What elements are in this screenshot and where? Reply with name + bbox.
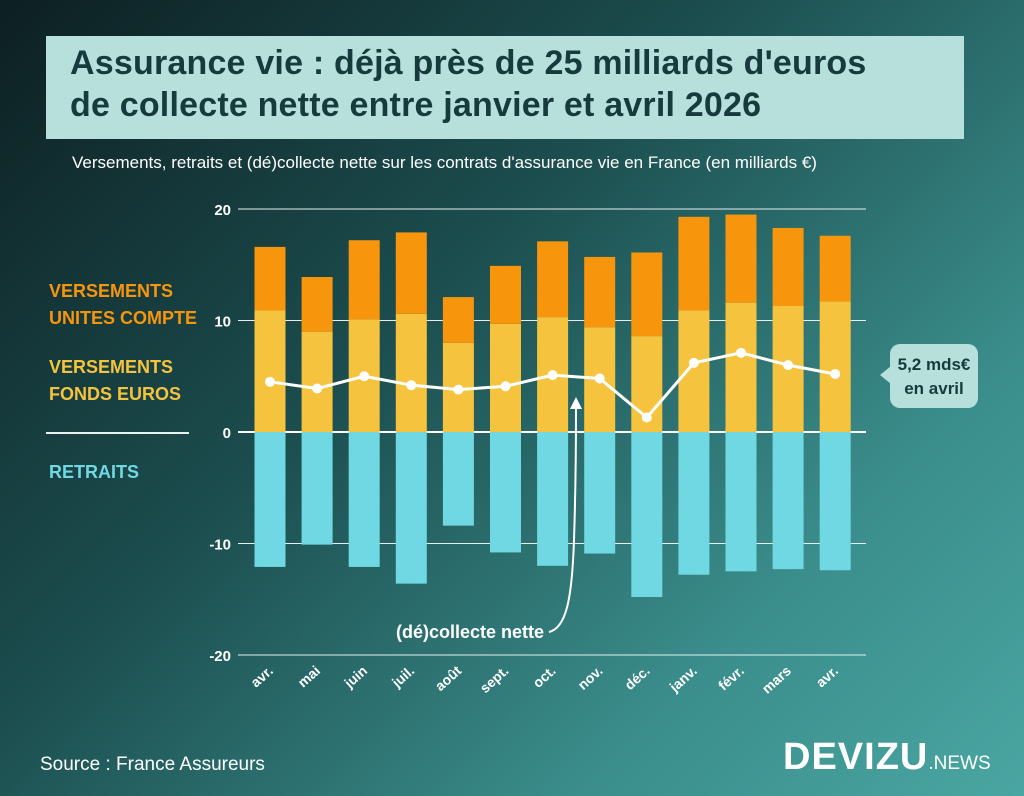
x-tick-label: nov. [574,662,605,692]
collecte-nette-point [453,384,464,395]
legend-uc-line-2: UNITES COMPTE [49,308,198,328]
collecte-nette-point [547,370,558,381]
collecte-nette-point [736,347,746,358]
devizu-logo: DEVIZU.NEWS [783,736,991,779]
collecte-nette-point [830,369,841,380]
bar-retraits [348,432,380,567]
legend-fe-line-2: FONDS EUROS [49,384,182,404]
x-tick-label: mars [759,662,795,696]
bar-unites-compte [490,265,521,324]
bar-unites-compte [301,277,333,332]
legend-retraits: RETRAITS [49,462,139,482]
bar-unites-compte [772,227,804,307]
x-tick-label: juin [340,662,370,691]
bar-fonds-euros [301,331,333,432]
bar-fonds-euros [678,310,710,432]
chart-title-line-2: de collecte nette entre janvier et avril… [70,86,762,124]
y-tick-label: 0 [223,425,231,442]
x-tick-label: juil. [388,662,417,691]
bar-retraits [537,432,569,566]
logo-main-text: DEVIZU [783,736,929,778]
bar-retraits [254,432,286,567]
bar-retraits [772,432,804,570]
callout-period: en avril [904,379,964,398]
bar-unites-compte [725,214,757,303]
collecte-nette-point [783,360,794,371]
bar-unites-compte [395,232,427,314]
bar-unites-compte [819,235,851,302]
annotation-arrowhead [570,397,582,409]
bar-unites-compte [584,256,616,328]
y-tick-label: 20 [214,202,231,219]
callout-value: 5,2 mds€ [898,355,971,374]
chart-title-line-1: Assurance vie : déjà près de 25 milliard… [70,44,867,82]
legend-uc-line-1: VERSEMENTS [49,281,174,301]
bar-retraits [490,432,521,553]
bar-retraits [301,432,333,545]
x-tick-label: oct. [529,662,558,691]
title-box: Assurance vie : déjà près de 25 milliard… [46,36,964,139]
y-tick-label: 10 [214,314,231,331]
bar-retraits [819,432,851,571]
x-tick-label: avr. [247,662,276,690]
bar-fonds-euros [725,302,757,432]
legend-fonds-euros: VERSEMENTS FONDS EUROS [49,354,181,408]
bar-retraits [725,432,757,572]
bar-fonds-euros [254,310,286,432]
legend-fe-line-1: VERSEMENTS [49,357,174,377]
bar-unites-compte [254,246,286,311]
bar-retraits [395,432,427,584]
x-tick-label: déc. [621,662,653,693]
bar-unites-compte [678,216,710,311]
bar-fonds-euros [490,323,521,432]
callout-pointer [880,366,891,384]
x-tick-label: févr. [715,662,747,693]
collecte-nette-point [359,371,370,382]
x-tick-label: sept. [477,662,512,696]
source-note: Source : France Assureurs [40,754,265,775]
bar-retraits [678,432,710,575]
collecte-nette-point [594,373,605,384]
collecte-nette-label: (dé)collecte nette [396,622,544,642]
collecte-nette-point [641,412,652,423]
bar-fonds-euros [819,301,851,432]
chart-subtitle: Versements, retraits et (dé)collecte net… [72,153,817,172]
bar-unites-compte [537,241,569,318]
legend-divider [46,432,189,434]
bar-retraits [584,432,616,554]
x-tick-label: avr. [813,662,842,690]
callout-bubble [890,344,978,408]
x-tick-label: janv. [666,662,700,695]
logo-suffix-text: .NEWS [928,753,991,774]
collecte-nette-point [406,380,417,391]
collecte-nette-point [265,376,275,387]
annotation-arrow [548,407,577,633]
legend-unites-compte: VERSEMENTS UNITES COMPTE [49,278,197,332]
bar-unites-compte [442,297,474,343]
y-tick-label: -20 [209,648,231,665]
x-tick-label: août [432,662,465,694]
bar-retraits [631,432,663,598]
x-tick-label: mai [294,662,323,690]
y-tick-label: -10 [209,537,231,554]
bar-unites-compte [631,252,663,337]
bar-retraits [442,432,474,526]
collecte-nette-point [312,383,323,394]
collecte-nette-point [688,357,699,368]
bar-fonds-euros [395,313,427,432]
collecte-nette-point [500,381,511,392]
bar-unites-compte [348,240,380,320]
